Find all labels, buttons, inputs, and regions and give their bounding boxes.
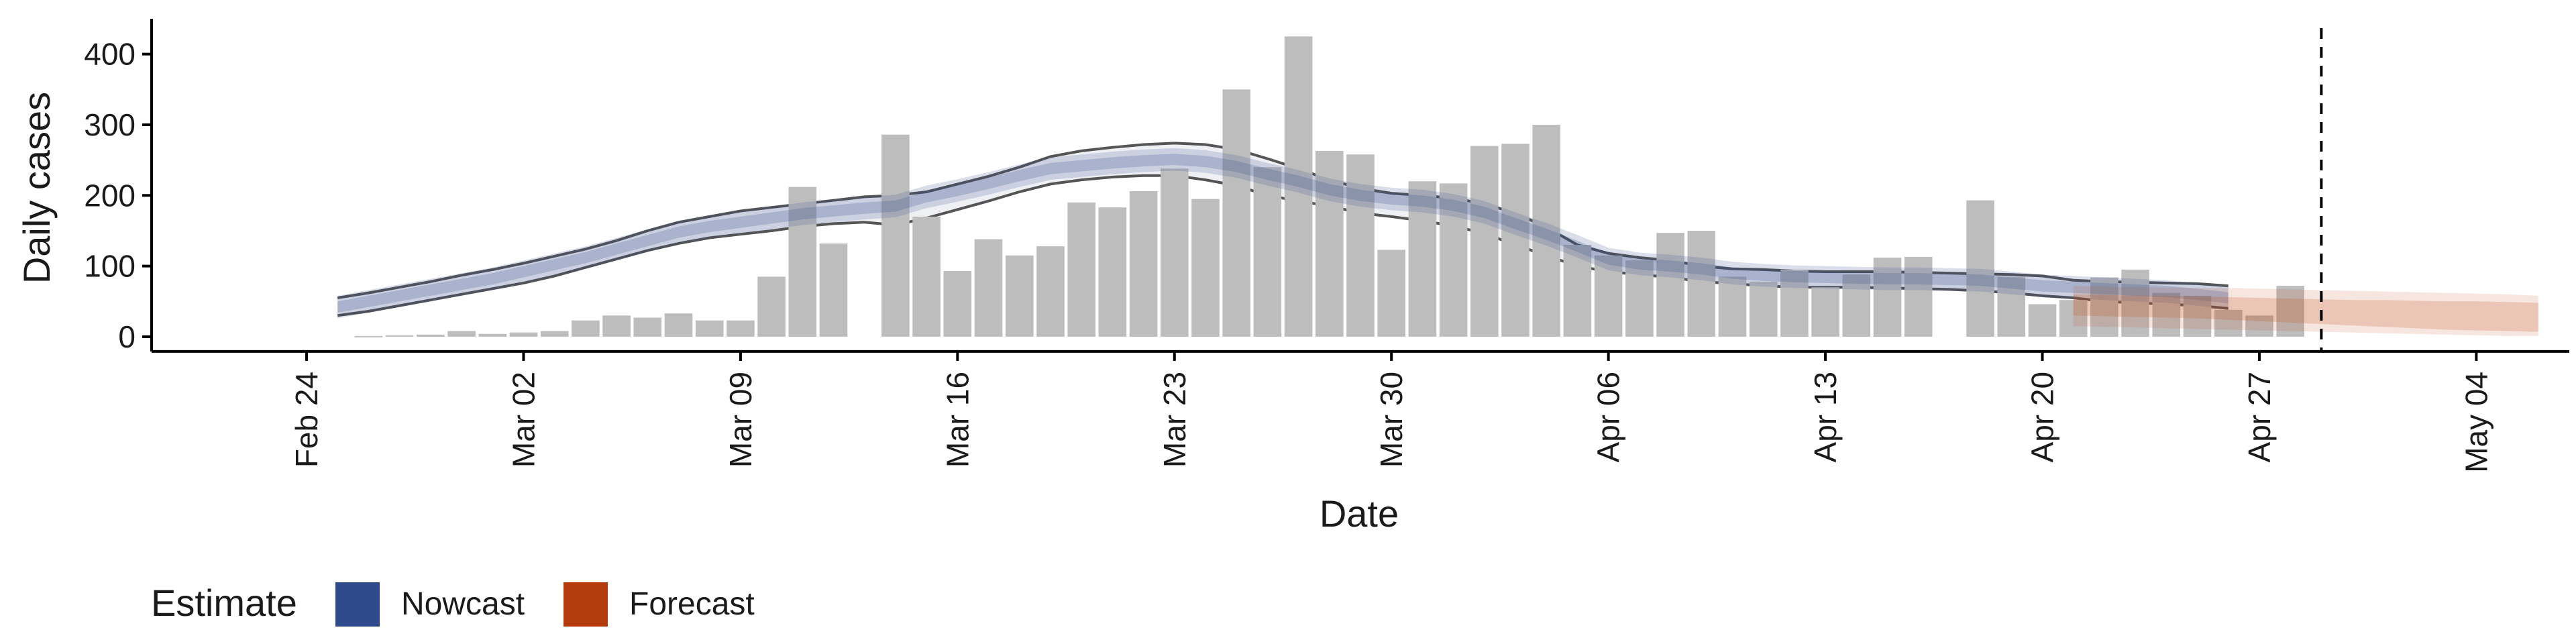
bar	[1904, 256, 1933, 337]
forecast-band-50	[2073, 294, 2538, 332]
bar	[1811, 287, 1839, 337]
bar	[2121, 269, 2149, 337]
legend-label-nowcast: Nowcast	[401, 586, 525, 622]
x-tick-label: Mar 02	[506, 372, 541, 468]
x-tick-label: Apr 06	[1591, 372, 1626, 463]
bar	[2214, 309, 2243, 337]
bar	[1316, 150, 1344, 337]
bar	[633, 317, 662, 337]
bar	[1346, 154, 1375, 337]
y-tick-label: 400	[84, 37, 136, 72]
bar	[1749, 281, 1778, 337]
bar	[727, 320, 755, 337]
bar	[1873, 258, 1902, 337]
bar	[509, 332, 538, 337]
x-tick-label: Apr 20	[2025, 372, 2060, 463]
bar	[1718, 276, 1747, 337]
bar	[1067, 202, 1095, 337]
nowcast-band-90	[337, 148, 2229, 319]
bar	[1780, 269, 1809, 337]
x-tick-label: Apr 13	[1808, 372, 1843, 463]
bar	[602, 315, 631, 337]
bar	[1997, 276, 2026, 337]
nowcast-outer-band	[337, 143, 2229, 316]
bar	[1377, 250, 1405, 337]
x-tick-label: Mar 09	[723, 372, 758, 468]
y-tick-label: 100	[84, 249, 136, 284]
bar	[2059, 300, 2088, 337]
bar	[572, 320, 600, 337]
x-tick-label: Feb 24	[289, 372, 324, 468]
bar	[1006, 255, 1034, 337]
x-tick-label: May 04	[2459, 372, 2493, 473]
bar	[1129, 191, 1158, 337]
bar	[1625, 260, 1654, 337]
bar	[1222, 89, 1250, 337]
bar	[788, 186, 817, 337]
y-tick-label: 300	[84, 107, 136, 142]
legend-swatch-forecast	[564, 582, 608, 627]
bar	[1439, 183, 1468, 337]
x-tick-label: Mar 16	[940, 372, 975, 468]
x-tick-label: Apr 27	[2242, 372, 2277, 463]
bar	[385, 335, 414, 337]
bar	[2183, 295, 2212, 337]
bar	[2090, 277, 2118, 337]
bar	[540, 331, 569, 337]
bar	[974, 239, 1003, 337]
bar	[881, 134, 910, 337]
bar	[1253, 167, 1282, 337]
bar	[1470, 146, 1499, 337]
bar	[1532, 125, 1560, 337]
bar	[1687, 231, 1716, 337]
bar	[2028, 304, 2057, 337]
bar	[2152, 292, 2181, 337]
bar	[912, 216, 941, 337]
y-tick-label: 200	[84, 178, 136, 213]
bars	[354, 36, 2304, 337]
legend-swatch-nowcast	[335, 582, 380, 627]
bar	[417, 334, 445, 337]
legend-title: Estimate	[151, 582, 297, 624]
bar	[1594, 255, 1623, 337]
axes: 0 100 200 300 400 Feb 24 Mar 02 Mar 09 Mar 16 Mar…	[84, 19, 2569, 473]
x-tick-label: Mar 23	[1157, 372, 1192, 468]
bar	[1191, 199, 1220, 337]
legend-label-forecast: Forecast	[629, 586, 755, 622]
bar	[1036, 246, 1065, 337]
bar	[695, 320, 724, 337]
estimate-bands	[337, 148, 2538, 336]
legend: Estimate Nowcast Forecast	[151, 582, 755, 627]
bar	[354, 335, 383, 337]
bar	[1098, 207, 1127, 337]
bar	[1656, 233, 1684, 337]
bar	[478, 333, 507, 337]
bar	[1842, 274, 1871, 337]
bar	[1408, 181, 1437, 337]
bar	[819, 243, 848, 337]
bar	[1501, 144, 1529, 337]
bar	[2276, 286, 2304, 337]
bar	[1284, 36, 1313, 337]
bar	[1563, 245, 1592, 337]
bar	[2245, 315, 2273, 337]
bar	[1966, 200, 1994, 337]
bar	[943, 271, 972, 337]
nowcast-band-50	[337, 154, 2229, 313]
x-axis-title: Date	[1320, 492, 1399, 535]
bar	[1161, 168, 1189, 337]
bar	[664, 313, 693, 337]
bar	[447, 331, 476, 337]
y-axis-title: Daily cases	[15, 92, 58, 284]
x-tick-label: Mar 30	[1374, 372, 1409, 468]
bar	[757, 276, 786, 337]
forecast-band-90	[2073, 286, 2538, 336]
y-tick-label: 0	[118, 319, 136, 354]
